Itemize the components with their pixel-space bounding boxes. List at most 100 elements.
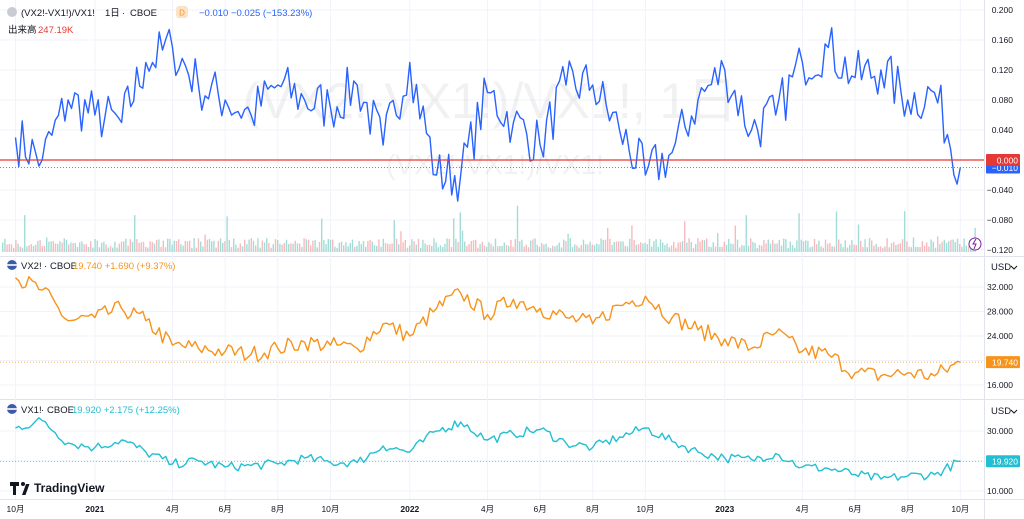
chevron-down-icon[interactable] — [1010, 265, 1018, 270]
last-price-label-bg — [986, 455, 1020, 468]
volume-bar — [145, 246, 147, 252]
legend-interval[interactable]: 1日 — [105, 8, 120, 19]
volume-bar — [505, 245, 508, 252]
volume-bar — [580, 245, 582, 252]
volume-bar — [61, 242, 63, 252]
volume-bar — [294, 240, 296, 252]
legend-vx2[interactable]: VX2! · CBOE 19.740 +1.690 (+9.37%) — [7, 260, 175, 272]
volume-bar — [695, 243, 697, 252]
volume-bar — [862, 247, 864, 252]
legend-vx1[interactable]: VX1! · CBOE 19.920 +2.175 (+12.25%) — [7, 404, 180, 416]
currency-label[interactable]: USD — [991, 406, 1011, 417]
brand-name: TradingView — [34, 481, 105, 495]
volume-bar — [279, 243, 281, 252]
volume-bar — [230, 247, 233, 252]
symbol-watermark-sub: (VX2!-VX1!)/VX1! — [386, 149, 604, 180]
volume-bar — [558, 242, 560, 252]
volume-bar — [32, 245, 35, 252]
volume-bar — [708, 246, 710, 252]
y-tick-label: 30.000 — [987, 426, 1013, 436]
volume-bar — [615, 241, 618, 252]
volume-bar — [239, 243, 241, 252]
legend-symbol[interactable]: VX1! — [21, 405, 42, 416]
volume-bar — [373, 245, 376, 252]
volume-bar — [426, 245, 428, 252]
legend-values: 19.740 +1.690 (+9.37%) — [73, 261, 175, 272]
legend-exchange[interactable]: CBOE — [50, 261, 77, 272]
volume-bar — [897, 244, 899, 252]
volume-bar — [879, 246, 882, 252]
volume-bar — [609, 238, 611, 252]
series-line-spread[interactable] — [14, 27, 961, 202]
volume-bar — [393, 220, 395, 252]
volume-bar — [444, 243, 446, 252]
y-tick-label: 16.000 — [987, 380, 1013, 390]
legend-spread[interactable]: (VX2!-VX1!)/VX1! 1日 · CBOE D −0.010 −0.0… — [7, 6, 312, 19]
volume-bar — [6, 244, 8, 252]
volume-bar — [283, 243, 285, 252]
x-tick-label: 6月 — [219, 504, 232, 514]
volume-bar — [369, 239, 371, 252]
volume-bar — [602, 239, 604, 252]
volume-bar — [796, 240, 798, 252]
volume-bar — [151, 241, 153, 252]
legend-symbol[interactable]: VX2! — [21, 261, 42, 272]
volume-bar — [780, 245, 783, 252]
x-tick-label: 8月 — [586, 504, 599, 514]
legend-separator: · — [44, 261, 47, 272]
volume-bar — [158, 239, 160, 252]
volume-bar — [642, 243, 644, 252]
volume-bar — [611, 244, 613, 252]
volume-bar — [200, 241, 202, 252]
x-tick-label: 6月 — [533, 504, 546, 514]
volume-bar — [965, 245, 967, 252]
series-line-vx2[interactable] — [15, 276, 961, 382]
volume-bar — [321, 218, 323, 252]
volume-bar — [323, 240, 325, 252]
price-axes: 0.200 0.160 0.120 0.080 0.040 0.000 −0.040 −0.0… — [986, 5, 1020, 496]
volume-bar — [525, 244, 527, 252]
tradingview-logo[interactable]: TradingView — [10, 481, 105, 495]
volume-bar — [536, 244, 538, 252]
volume-bar — [662, 242, 664, 252]
volume-bar — [571, 247, 574, 252]
volume-bar — [406, 247, 409, 252]
volume-bar — [763, 240, 765, 252]
legend-exchange[interactable]: CBOE — [47, 405, 74, 416]
volume-bar — [138, 243, 140, 252]
legend-volume[interactable]: 出来高 247.19K — [8, 24, 74, 36]
volume-bar — [57, 243, 59, 252]
volume-bar — [4, 238, 6, 252]
chevron-down-icon[interactable] — [1010, 409, 1018, 414]
volume-bar — [325, 244, 327, 252]
legend-symbol[interactable]: (VX2!-VX1!)/VX1! — [21, 8, 95, 19]
last-price-label: −0.010 — [992, 163, 1019, 173]
volume-bar — [624, 245, 626, 252]
volume-bar — [923, 245, 926, 252]
volume-bar — [888, 247, 890, 252]
volume-bar — [635, 244, 637, 252]
market-status-badge[interactable] — [176, 6, 188, 18]
currency-label[interactable]: USD — [991, 262, 1011, 273]
volume-bar — [428, 244, 431, 252]
y-tick-label: 24.000 — [987, 331, 1013, 341]
volume-bar — [362, 241, 365, 252]
volume-bar — [728, 238, 730, 252]
volume-bar — [160, 246, 162, 252]
volume-bar — [327, 239, 329, 252]
volume-bar — [219, 238, 222, 252]
volume-bar — [822, 247, 824, 252]
volume-label[interactable]: 出来高 — [8, 24, 37, 36]
volume-bar — [919, 247, 921, 252]
series-line-vx1[interactable] — [15, 417, 961, 481]
volume-bar — [591, 244, 593, 252]
volume-bar — [710, 247, 712, 252]
volume-bar — [890, 243, 893, 252]
last-price-label: 19.740 — [992, 358, 1018, 368]
volume-bar — [448, 239, 450, 252]
lightning-icon[interactable] — [968, 237, 982, 251]
volume-bar — [877, 246, 879, 252]
legend-exchange[interactable]: CBOE — [130, 8, 157, 19]
